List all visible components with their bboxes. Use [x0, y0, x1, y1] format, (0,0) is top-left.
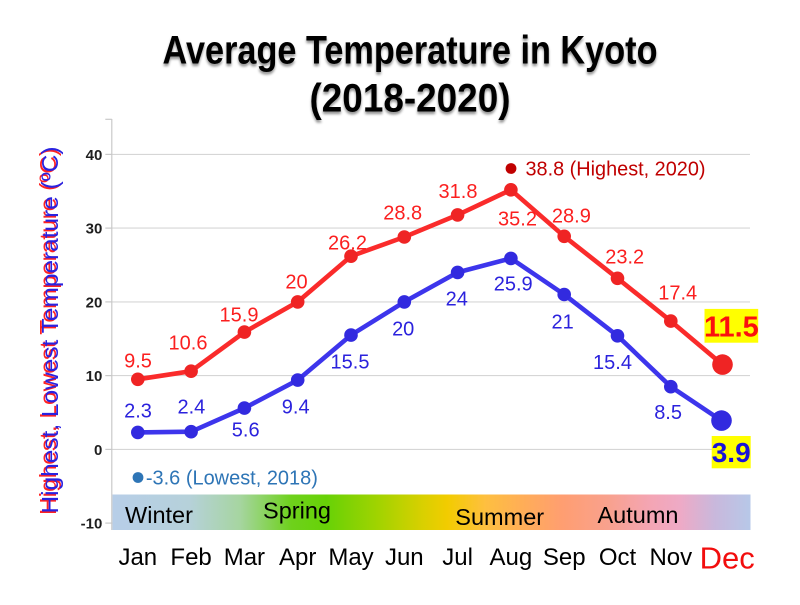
- svg-text:0: 0: [94, 442, 102, 459]
- svg-text:Highest, Lowest Temperature (º: Highest, Lowest Temperature (ºC): [35, 148, 61, 515]
- svg-text:10.6: 10.6: [169, 332, 208, 354]
- svg-text:Feb: Feb: [170, 544, 211, 571]
- svg-text:Autumn: Autumn: [598, 502, 679, 528]
- svg-text:Nov: Nov: [649, 544, 692, 571]
- svg-text:38.8 (Highest, 2020): 38.8 (Highest, 2020): [526, 159, 706, 181]
- svg-text:31.8: 31.8: [439, 181, 478, 203]
- svg-text:15.5: 15.5: [331, 351, 370, 373]
- svg-text:21: 21: [551, 312, 573, 334]
- svg-text:-10: -10: [81, 516, 103, 533]
- svg-text:(2018-2020): (2018-2020): [310, 76, 511, 120]
- svg-text:8.5: 8.5: [654, 402, 682, 424]
- svg-text:20: 20: [285, 271, 307, 293]
- svg-text:26.2: 26.2: [328, 232, 367, 254]
- svg-text:-3.6 (Lowest, 2018): -3.6 (Lowest, 2018): [146, 468, 318, 490]
- svg-text:2.3: 2.3: [124, 400, 152, 422]
- svg-text:Apr: Apr: [279, 544, 316, 571]
- svg-text:35.2: 35.2: [498, 208, 537, 230]
- svg-text:Winter: Winter: [125, 502, 193, 528]
- svg-text:15.9: 15.9: [220, 304, 259, 326]
- svg-text:15.4: 15.4: [593, 352, 632, 374]
- svg-text:Summer: Summer: [455, 504, 544, 530]
- svg-text:24: 24: [446, 289, 468, 311]
- svg-text:25.9: 25.9: [494, 274, 533, 296]
- svg-text:23.2: 23.2: [605, 247, 644, 269]
- svg-text:Average Temperature in Kyoto: Average Temperature in Kyoto: [163, 29, 658, 73]
- svg-text:20: 20: [392, 318, 414, 340]
- svg-text:Mar: Mar: [224, 544, 265, 571]
- svg-text:Highest, Lowest Temperature (º: Highest, Lowest Temperature (ºC): [37, 147, 63, 514]
- svg-text:9.4: 9.4: [282, 396, 310, 418]
- svg-text:Jun: Jun: [385, 544, 424, 571]
- svg-text:9.5: 9.5: [124, 350, 152, 372]
- svg-text:10: 10: [86, 368, 103, 385]
- svg-text:5.6: 5.6: [232, 419, 260, 441]
- svg-text:Jul: Jul: [442, 544, 473, 571]
- svg-text:3.9: 3.9: [712, 437, 751, 468]
- svg-text:28.8: 28.8: [383, 202, 422, 224]
- svg-text:20: 20: [86, 294, 103, 311]
- svg-text:2.4: 2.4: [177, 396, 205, 418]
- svg-text:May: May: [328, 544, 373, 571]
- svg-text:30: 30: [86, 221, 103, 238]
- svg-text:40: 40: [86, 147, 103, 164]
- svg-text:Sep: Sep: [543, 544, 586, 571]
- svg-text:11.5: 11.5: [704, 312, 759, 344]
- svg-text:Dec: Dec: [700, 541, 755, 576]
- svg-text:Jan: Jan: [118, 544, 157, 571]
- svg-text:Spring: Spring: [263, 498, 331, 524]
- svg-text:17.4: 17.4: [658, 283, 697, 305]
- svg-text:Oct: Oct: [599, 544, 637, 571]
- svg-text:Aug: Aug: [490, 544, 533, 571]
- svg-text:28.9: 28.9: [552, 205, 591, 227]
